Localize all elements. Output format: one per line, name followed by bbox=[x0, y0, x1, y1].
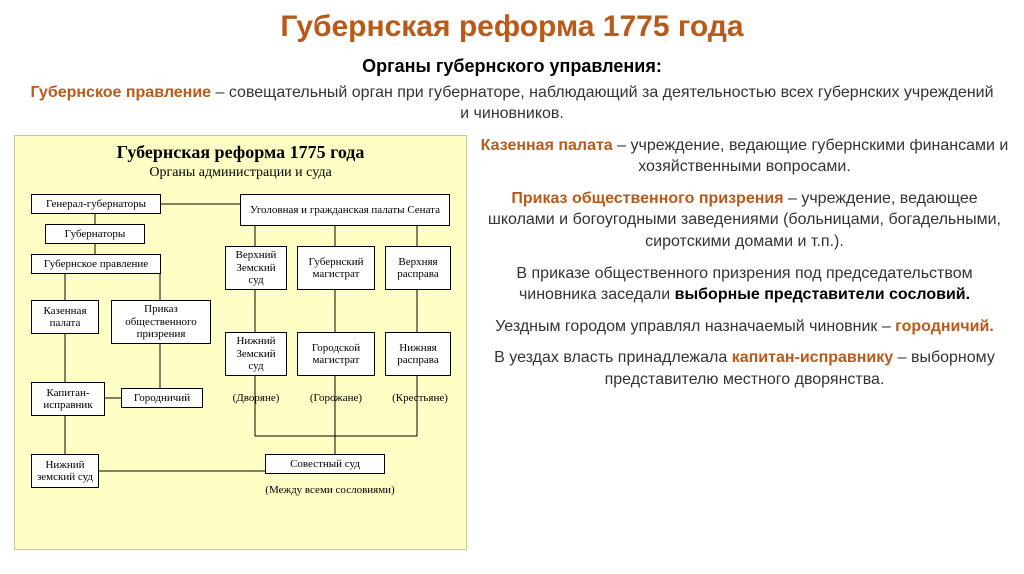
p4-lead: Уездным городом управлял назначаемый чин… bbox=[495, 318, 895, 335]
definitions-column: Казенная палата – учреждение, ведающие г… bbox=[479, 135, 1010, 550]
diagram-node: Казенная палата bbox=[31, 300, 99, 334]
def-gorodnichy: Уездным городом управлял назначаемый чин… bbox=[479, 316, 1010, 338]
diagram-caption: (Между всеми сословиями) bbox=[245, 484, 415, 496]
def-predstaviteli: В приказе общественного призрения под пр… bbox=[479, 263, 1010, 306]
diagram-node: Верхняя расправа bbox=[385, 246, 451, 290]
diagram-node: Губернский магистрат bbox=[297, 246, 375, 290]
diagram-node: Губернское правление bbox=[31, 254, 161, 274]
content-row: Губернская реформа 1775 года Органы адми… bbox=[0, 135, 1024, 550]
diagram-node: Нижний земский суд bbox=[31, 454, 99, 488]
subtitle: Органы губернского управления: bbox=[0, 56, 1024, 77]
diagram-subtitle: Органы администрации и суда bbox=[15, 163, 466, 181]
diagram-node: Уголовная и гражданская палаты Сената bbox=[240, 194, 450, 226]
diagram-node: Совестный суд bbox=[265, 454, 385, 474]
diagram-node: Капитан-исправник bbox=[31, 382, 105, 416]
term-prikaz: Приказ общественного призрения bbox=[511, 190, 783, 207]
term-ispravnik: капитан-исправнику bbox=[732, 349, 893, 366]
diagram-node: Верхний Земский суд bbox=[225, 246, 287, 290]
diagram-node: Губернаторы bbox=[45, 224, 145, 244]
def-kazennaya: Казенная палата – учреждение, ведающие г… bbox=[479, 135, 1010, 178]
diagram-node: Городничий bbox=[121, 388, 203, 408]
term-gorodnichy: городничий. bbox=[895, 318, 994, 335]
p5-lead: В уездах власть принадлежала bbox=[494, 349, 732, 366]
diagram-node: Городской магистрат bbox=[297, 332, 375, 376]
diagram-panel: Губернская реформа 1775 года Органы адми… bbox=[14, 135, 467, 550]
diagram-node: Нижний Земский суд bbox=[225, 332, 287, 376]
diagram-node: Приказ общественного призрения bbox=[111, 300, 211, 344]
intro-term: Губернское правление bbox=[30, 84, 211, 101]
page-title: Губернская реформа 1775 года bbox=[0, 0, 1024, 44]
term-kazennaya: Казенная палата bbox=[481, 137, 613, 154]
def-ispravnik: В уездах власть принадлежала капитан-исп… bbox=[479, 347, 1010, 390]
diagram-caption: (Горожане) bbox=[297, 392, 375, 404]
p3-bold: выборные представители сословий. bbox=[675, 286, 970, 303]
diagram-caption: (Крестьяне) bbox=[385, 392, 455, 404]
diagram-caption: (Дворяне) bbox=[225, 392, 287, 404]
diagram-title: Губернская реформа 1775 года bbox=[15, 136, 466, 163]
diagram-node: Генерал-губернаторы bbox=[31, 194, 161, 214]
diagram-node: Нижняя расправа bbox=[385, 332, 451, 376]
intro-body: – совещательный орган при губернаторе, н… bbox=[211, 84, 993, 122]
def-prikaz: Приказ общественного призрения – учрежде… bbox=[479, 188, 1010, 253]
intro-paragraph: Губернское правление – совещательный орг… bbox=[25, 83, 999, 125]
term-kazennaya-text: – учреждение, ведающие губернскими финан… bbox=[613, 137, 1009, 176]
